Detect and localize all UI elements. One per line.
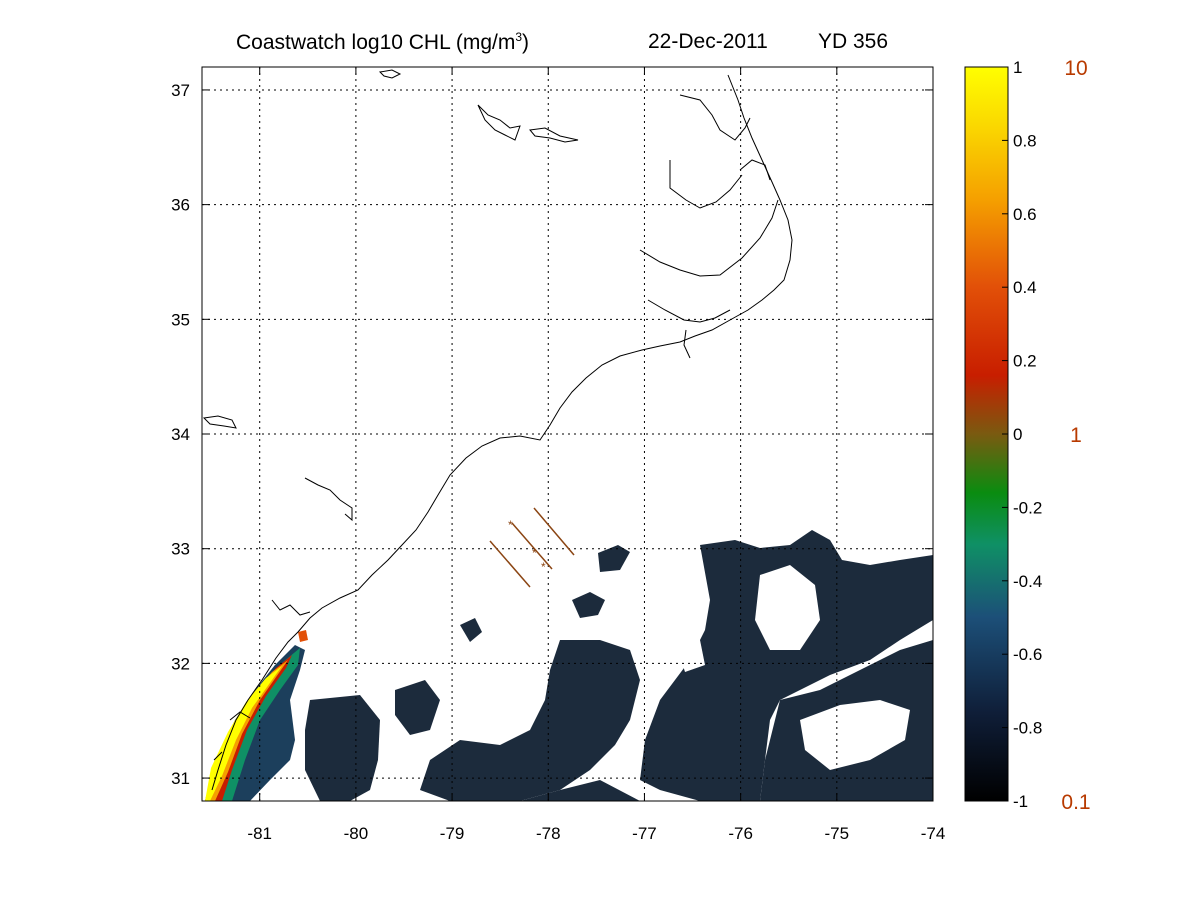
colorbar-tick-label-0.6: 0.6 bbox=[1013, 205, 1037, 224]
x-tick-label--81: -81 bbox=[247, 824, 272, 843]
glider-marker-2: * bbox=[532, 546, 537, 560]
x-tick-label--77: -77 bbox=[632, 824, 657, 843]
title-superscript: 3 bbox=[515, 30, 523, 44]
colorbar-tick-label--1: -1 bbox=[1013, 792, 1028, 811]
lake-outline-2 bbox=[529, 127, 579, 143]
colorbar-linear-label-1: 1 bbox=[1070, 424, 1082, 447]
lake-outline-4 bbox=[202, 415, 237, 429]
colorbar-tick-label-0: 0 bbox=[1013, 425, 1022, 444]
y-tick-label-31: 31 bbox=[171, 769, 190, 788]
title-suffix: ) bbox=[522, 31, 530, 54]
x-tick-label--80: -80 bbox=[344, 824, 369, 843]
title-prefix: Coastwatch log10 CHL (mg/m bbox=[236, 31, 516, 54]
x-axis-tick-labels: -81 -80 -79 -78 -77 -76 -75 -74 bbox=[247, 824, 945, 843]
inland-waterway-1 bbox=[304, 477, 353, 522]
map-title: Coastwatch log10 CHL (mg/m3) bbox=[236, 30, 529, 55]
glider-track-3 bbox=[533, 507, 575, 556]
colorbar bbox=[964, 66, 1009, 802]
chlorophyll-data-layer bbox=[205, 530, 933, 801]
x-tick-label--79: -79 bbox=[440, 824, 465, 843]
inland-waterway-2 bbox=[213, 599, 311, 761]
colorbar-linear-labels: 10 1 0.1 bbox=[1061, 57, 1090, 814]
lake-outline-1 bbox=[477, 104, 521, 141]
glider-track-2 bbox=[511, 522, 553, 570]
x-tick-label--76: -76 bbox=[728, 824, 753, 843]
coastline-layer bbox=[202, 69, 793, 791]
y-tick-label-34: 34 bbox=[171, 425, 190, 444]
colorbar-tick-marks bbox=[1002, 66, 1008, 802]
albemarle-sound-shore bbox=[679, 94, 771, 181]
glider-marker-3: * bbox=[541, 560, 546, 574]
title-yearday: YD 356 bbox=[818, 30, 889, 53]
atlantic-coastline bbox=[211, 74, 793, 791]
title-date: 22-Dec-2011 bbox=[648, 30, 768, 53]
colorbar-tick-label-0.8: 0.8 bbox=[1013, 131, 1037, 150]
y-tick-label-37: 37 bbox=[171, 81, 190, 100]
glider-tracks: * * * bbox=[489, 507, 575, 588]
colorbar-tick-label-0.2: 0.2 bbox=[1013, 352, 1037, 371]
coastal-bloom bbox=[205, 630, 308, 801]
x-tick-label--74: -74 bbox=[921, 824, 946, 843]
colorbar-linear-label-10: 10 bbox=[1064, 57, 1087, 80]
glider-marker-1: * bbox=[508, 518, 513, 532]
y-tick-label-36: 36 bbox=[171, 196, 190, 215]
lake-outline-3 bbox=[378, 69, 402, 79]
low-chlorophyll-patches bbox=[305, 530, 933, 801]
y-tick-label-32: 32 bbox=[171, 654, 190, 673]
colorbar-tick-label-0.4: 0.4 bbox=[1013, 278, 1037, 297]
colorbar-tick-labels: 1 0.8 0.6 0.4 0.2 0 -0.2 -0.4 -0.6 -0.8 -1 bbox=[1013, 58, 1042, 811]
colorbar-tick-label--0.2: -0.2 bbox=[1013, 498, 1042, 517]
x-tick-label--75: -75 bbox=[825, 824, 850, 843]
white-cloud-gaps bbox=[480, 565, 910, 770]
y-axis-tick-labels: 31 32 33 34 35 36 37 bbox=[171, 81, 190, 788]
gridlines bbox=[202, 67, 933, 801]
colorbar-tick-label--0.6: -0.6 bbox=[1013, 645, 1042, 664]
colorbar-tick-label-1: 1 bbox=[1013, 58, 1022, 77]
colorbar-tick-label--0.4: -0.4 bbox=[1013, 572, 1042, 591]
y-tick-label-35: 35 bbox=[171, 310, 190, 329]
colorbar-linear-label-0.1: 0.1 bbox=[1061, 791, 1090, 814]
pamlico-sound-shore bbox=[639, 160, 779, 359]
y-tick-label-33: 33 bbox=[171, 540, 190, 559]
x-tick-label--78: -78 bbox=[536, 824, 561, 843]
glider-track-1 bbox=[489, 540, 531, 588]
colorbar-tick-label--0.8: -0.8 bbox=[1013, 719, 1042, 738]
axis-tick-marks bbox=[202, 67, 934, 801]
